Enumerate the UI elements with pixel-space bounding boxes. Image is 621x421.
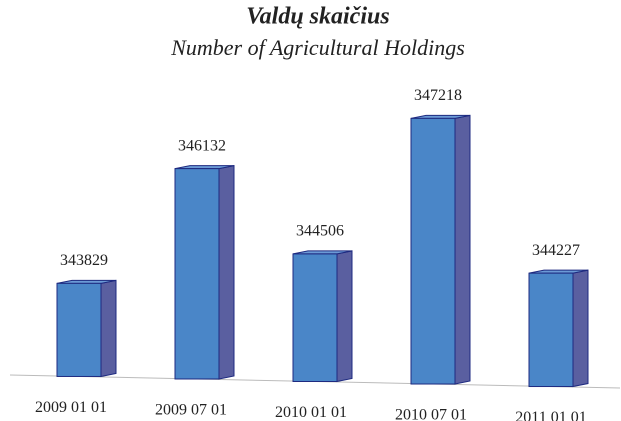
x-tick-label: 2010 07 01 xyxy=(395,407,467,421)
bar xyxy=(528,272,574,388)
bar-side xyxy=(218,165,235,380)
bar-side xyxy=(572,269,589,388)
chart-title: Valdų skaičius xyxy=(246,4,389,30)
value-label: 343829 xyxy=(60,252,108,269)
x-tick-label: 2009 07 01 xyxy=(155,402,227,419)
bar xyxy=(410,117,456,385)
bar-side xyxy=(336,250,353,383)
value-label: 344506 xyxy=(296,223,344,240)
x-tick-label: 2010 01 01 xyxy=(275,404,347,421)
bar xyxy=(174,168,220,380)
bar-side xyxy=(454,114,471,385)
x-tick-label: 2011 01 01 xyxy=(515,409,586,421)
bar xyxy=(56,282,102,377)
bar-side xyxy=(100,279,117,378)
value-label: 346132 xyxy=(178,137,226,154)
x-tick-label: 2009 01 01 xyxy=(35,399,107,416)
bar xyxy=(292,253,338,382)
value-label: 344227 xyxy=(532,242,580,259)
chart-subtitle: Number of Agricultural Holdings xyxy=(170,35,465,60)
value-label: 347218 xyxy=(414,87,462,104)
